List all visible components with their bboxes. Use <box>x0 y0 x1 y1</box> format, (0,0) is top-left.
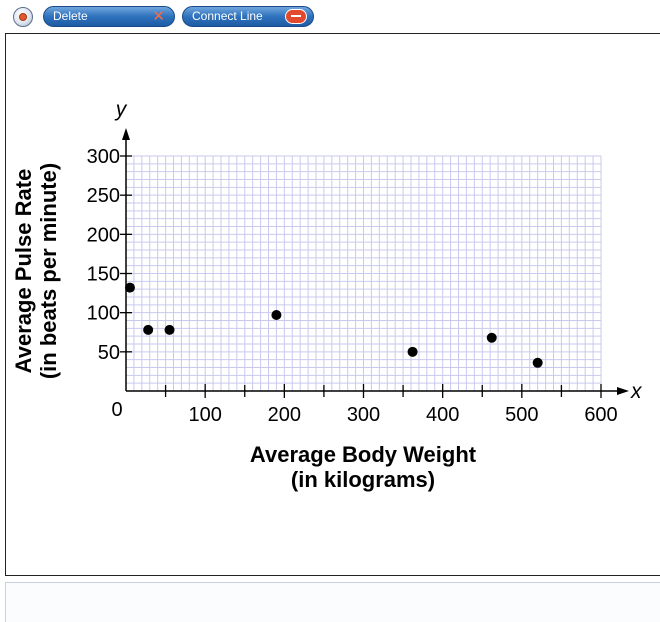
y-tick-label: 50 <box>98 342 120 364</box>
connect-line-icon <box>285 9 307 24</box>
data-point <box>532 357 543 368</box>
scatter-chart: 100 200 300 400 500 600 50 100 150 200 250 300 0 x y A… <box>11 98 643 492</box>
x-axis-letter: x <box>630 380 643 403</box>
answer-area[interactable] <box>5 582 660 622</box>
x-tick-label: 100 <box>188 404 221 426</box>
data-point <box>143 324 154 335</box>
data-point <box>486 332 497 343</box>
grid <box>126 155 602 391</box>
x-tick-label: 600 <box>584 404 617 426</box>
y-tick-label: 300 <box>87 146 120 168</box>
x-axis-title: (in kilograms) <box>291 467 435 492</box>
y-tick-label: 100 <box>87 303 120 325</box>
graph-canvas[interactable]: 100 200 300 400 500 600 50 100 150 200 250 300 0 x y A… <box>5 33 660 576</box>
y-tick-label: 200 <box>87 224 120 246</box>
y-tick-label: 250 <box>87 185 120 207</box>
origin-label: 0 <box>111 399 122 421</box>
axis-titles: Average Body Weight(in kilograms) Average… <box>11 163 477 492</box>
x-axis-title: Average Body Weight <box>250 442 477 467</box>
y-axis-title: Average Pulse Rate <box>11 169 36 374</box>
x-tick-label: 500 <box>505 404 538 426</box>
tick-labels: 100 200 300 400 500 600 50 100 150 200 250 300 0 x y <box>87 98 643 426</box>
connect-line-label: Connect Line <box>192 9 263 23</box>
y-axis-arrow-icon <box>122 128 130 140</box>
x-tick-label: 200 <box>268 404 301 426</box>
data-point <box>164 324 175 335</box>
data-point <box>124 282 135 293</box>
x-tick-label: 400 <box>426 404 459 426</box>
delete-label: Delete <box>53 9 88 23</box>
axes <box>122 128 629 395</box>
x-tick-label: 300 <box>347 404 380 426</box>
x-axis-arrow-icon <box>617 387 629 395</box>
pointer-tool-button[interactable] <box>13 7 33 27</box>
close-icon: ✕ <box>152 8 165 25</box>
data-points <box>124 282 543 368</box>
tick-marks <box>120 155 602 398</box>
y-axis-title: (in beats per minute) <box>36 163 61 379</box>
data-point <box>271 310 282 321</box>
y-axis-letter: y <box>114 98 128 121</box>
delete-button[interactable]: Delete ✕ <box>43 6 175 27</box>
toolbar: Delete ✕ Connect Line <box>0 0 660 32</box>
pointer-icon <box>19 13 27 21</box>
connect-line-button[interactable]: Connect Line <box>182 6 314 27</box>
y-tick-label: 150 <box>87 264 120 286</box>
data-point <box>407 346 418 357</box>
